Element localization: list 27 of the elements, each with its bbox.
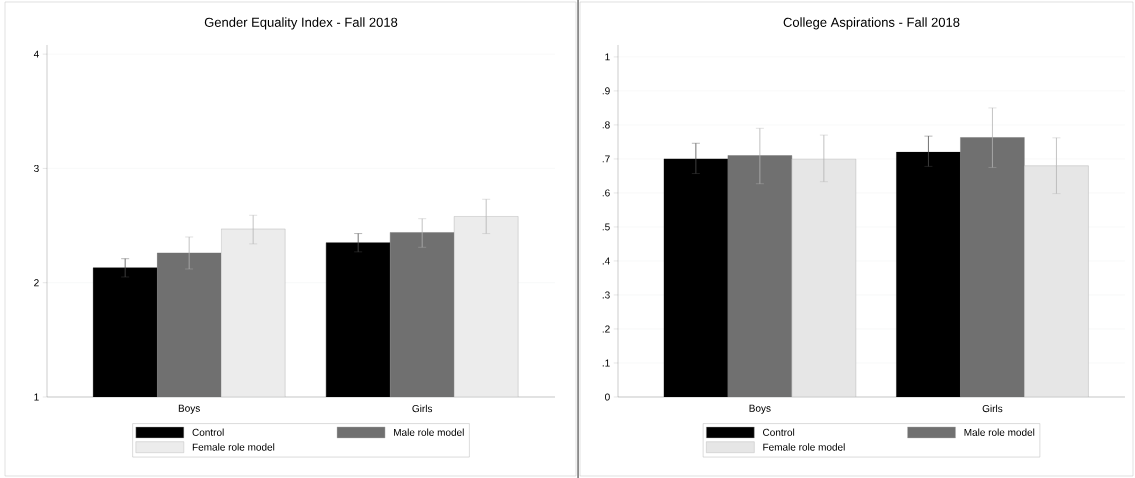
chart-title: Gender Equality Index - Fall 2018 — [204, 17, 398, 30]
y-tick-label: 1 — [34, 393, 39, 401]
x-tick-label: Girls — [982, 404, 1003, 413]
y-tick-label: .8 — [602, 121, 610, 129]
legend-label: Control — [192, 428, 224, 436]
y-tick-label: 0 — [605, 393, 610, 401]
legend-label: Female role model — [763, 443, 845, 451]
y-tick-label: .4 — [602, 257, 610, 265]
y-tick-label: .3 — [602, 291, 610, 299]
y-tick-label: .7 — [602, 155, 610, 163]
y-tick-label: 4 — [33, 50, 39, 58]
x-tick-label: Boys — [178, 404, 200, 414]
y-tick-label: 3 — [34, 164, 39, 172]
y-tick-label: .1 — [602, 359, 610, 367]
y-tick-label: 2 — [34, 279, 39, 287]
legend-label: Male role model — [394, 428, 464, 436]
x-tick-label: Girls — [412, 404, 433, 413]
legend-label: Female role model — [192, 443, 275, 451]
y-tick-label: 1 — [605, 53, 610, 61]
y-tick-label: .9 — [602, 87, 610, 95]
legend-label: Control — [763, 428, 795, 436]
legend-label: Male role model — [964, 428, 1035, 436]
y-tick-label: .6 — [602, 189, 610, 197]
x-tick-label: Boys — [749, 404, 771, 414]
y-tick-label: .2 — [602, 325, 610, 333]
y-tick-label: .5 — [602, 223, 610, 231]
chart-title: College Aspirations - Fall 2018 — [783, 17, 960, 30]
